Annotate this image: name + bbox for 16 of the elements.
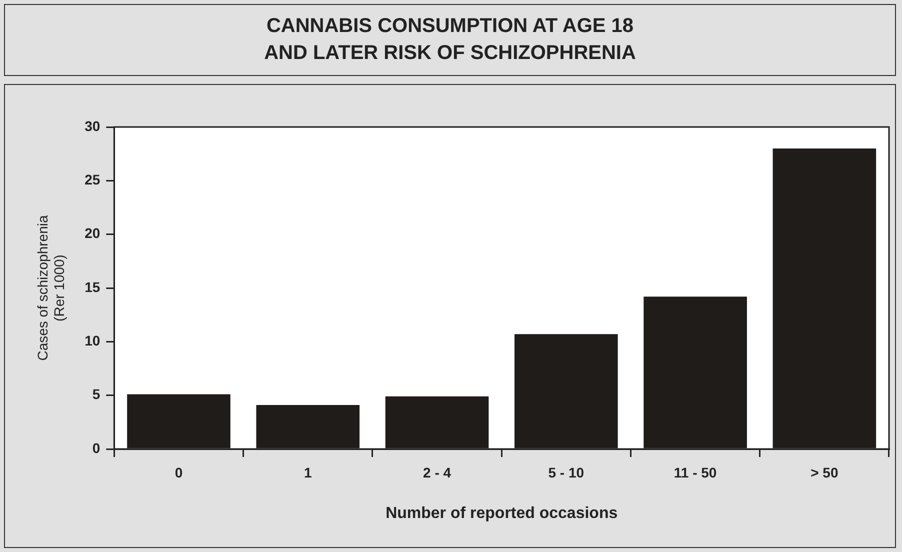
y-tick-label: 0	[92, 440, 100, 456]
y-tick-label: 30	[84, 118, 100, 134]
x-tick-label: 1	[304, 464, 312, 480]
x-axis-title: Number of reported occasions	[386, 504, 618, 522]
y-tick-label: 25	[84, 172, 100, 188]
y-tick-label: 5	[92, 386, 100, 402]
y-tick-label: 15	[84, 278, 100, 295]
x-tick-label: 2 - 4	[423, 464, 452, 480]
x-tick-label: 5 - 10	[548, 464, 584, 480]
chart-title: CANNABIS CONSUMPTION AT AGE 18 AND LATER RISK OF SCHIZOPHRENIA	[4, 4, 896, 76]
x-tick-label: > 50	[810, 464, 838, 480]
x-tick-label: 0	[174, 464, 183, 480]
y-axis-title: Cases of schizophrenia (Rer 1000)	[34, 215, 68, 361]
x-tick-label: 11 - 50	[674, 464, 717, 480]
y-tick-label: 20	[84, 225, 100, 242]
y-tick-label: 10	[84, 332, 100, 349]
